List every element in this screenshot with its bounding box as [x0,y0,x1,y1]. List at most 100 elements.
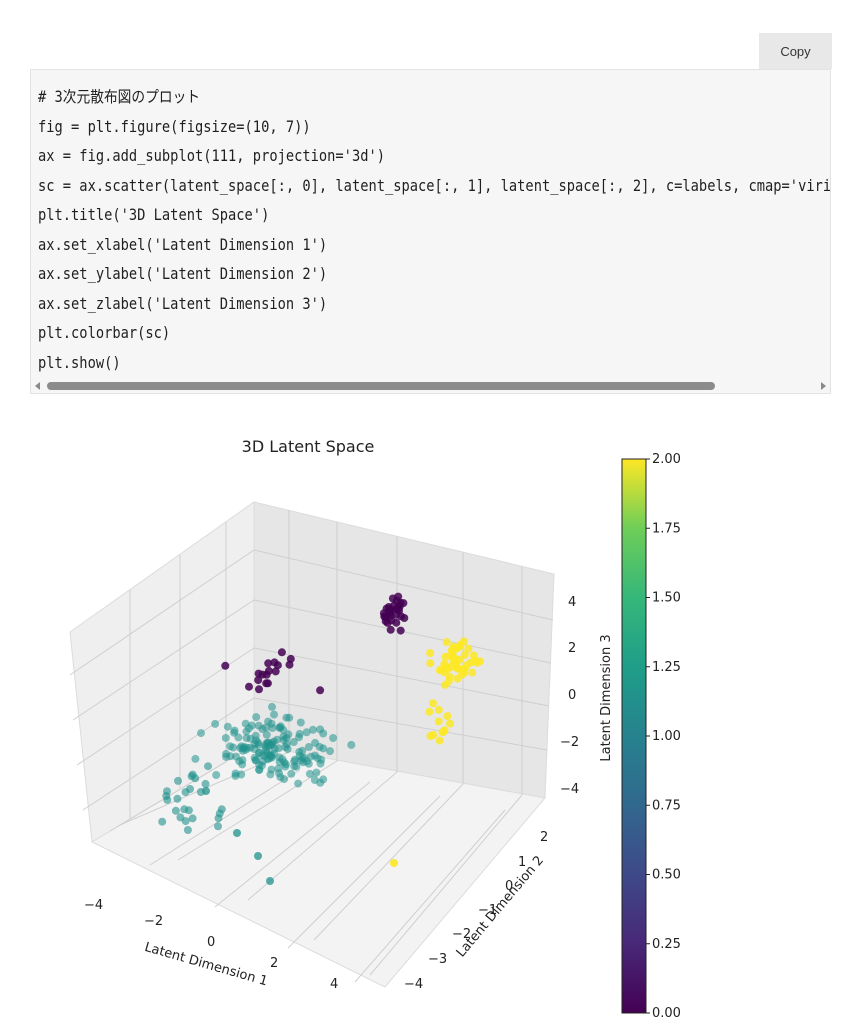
colorbar-gradient [621,458,647,1014]
scatter-point [279,726,288,735]
scatter-point [302,757,311,766]
colorbar-tick-label: 0.00 [652,1006,681,1020]
scatter-point [468,668,477,677]
scatter-point [188,814,197,823]
scatter-point [440,659,449,668]
scatter-point [304,743,313,751]
x-axis-label: Latent Dimension 1 [143,940,269,990]
code-line: ax.set_zlabel('Latent Dimension 3') [38,294,328,313]
scroll-left-icon[interactable] [35,382,40,390]
scatter-point [469,651,478,660]
x-tick-label: 0 [207,935,215,950]
code-lines: # 3次元散布図のプロット fig = plt.figure(figsize=(1… [38,83,831,378]
scatter-point [270,658,279,667]
scatter-point [435,736,444,745]
grid-line [354,809,506,983]
scatter-point [245,682,253,691]
colorbar-tick-label: 1.75 [652,521,681,536]
grid-line [369,794,523,976]
scatter-point [434,717,443,726]
x-tick-label: 4 [330,977,338,992]
colorbar-tick-label: 1.25 [652,660,681,675]
grid-line [214,781,371,908]
scatter-point [473,658,482,667]
scatter-point [258,670,267,679]
scatter-point [186,785,194,793]
scatter-point [380,612,389,621]
scatter-point [262,723,270,732]
scatter-point [201,779,210,788]
scatter-point [270,710,278,719]
scatter-point [236,744,245,753]
y-tick-label: −2 [452,927,471,942]
scatter-point [212,771,221,779]
scatter-point [254,676,263,685]
scatter-point [266,877,274,885]
scatter-point [267,752,276,760]
scatter-point [426,649,435,657]
scatter-point [426,659,435,668]
scatter-point [250,745,259,753]
scatter-point [326,747,334,756]
z-tick-label: 0 [568,688,576,703]
scatter-point [204,762,212,771]
code-line: ax = fig.add_subplot(111, projection='3d… [38,147,385,165]
scatter-point [275,758,284,766]
scatter-point [277,648,286,657]
scatter-point [390,859,398,867]
scatter-point [264,659,273,668]
horizontal-scrollbar[interactable] [31,379,830,393]
scatter-point [347,740,356,749]
code-line: sc = ax.scatter(latent_space[:, 0], late… [38,176,831,195]
scatter-point [262,739,271,748]
scatter-point [274,744,283,753]
scatter-point [392,610,401,619]
scatter-point [252,713,261,722]
scatter-point [317,755,326,764]
colorbar-tick-label: 0.75 [652,798,681,813]
scatter-point [273,735,282,744]
scatter-point [262,679,271,688]
scatter-point [298,746,307,755]
scatter-point [191,754,200,763]
scatter-point [251,756,260,765]
scatter-point [268,724,277,732]
grid-line [313,783,464,941]
scatter-point [434,705,443,714]
grid-line [253,647,550,707]
z-tick-label: −4 [560,782,579,797]
scroll-right-icon[interactable] [821,382,826,390]
scatter-point [251,731,260,740]
code-line: plt.title('3D Latent Space') [38,206,270,224]
copy-button[interactable]: Copy [759,33,832,69]
scrollbar-thumb[interactable] [47,382,715,390]
scatter-point [221,661,230,670]
scatter-point [455,655,464,664]
scatter-point [254,852,262,860]
scatter-point [435,666,444,675]
colorbar-tick-label: 0.50 [652,868,681,883]
y-tick-label: −4 [404,977,423,992]
scatter-point [222,749,231,758]
scatter-point [429,699,437,708]
scatter-point [460,650,469,659]
x-tick-label: 2 [270,956,278,971]
scatter-point [305,769,314,778]
scatter-point [315,742,324,751]
scatter-point [294,779,303,788]
scatter-point [440,726,449,735]
z-tick-label: 4 [568,595,576,610]
scatter-point [242,734,251,743]
scatter-point [441,680,450,689]
colorbar-tick-label: 2.00 [652,452,681,467]
scatter-point [316,686,325,695]
scatter-point [255,685,263,694]
scatter-point [221,734,230,742]
scatter-point [163,795,172,804]
chart-title: 3D Latent Space [242,437,375,456]
scatter-point [386,625,395,634]
scatter-point [382,604,391,613]
colorbar-tick-label: 1.00 [652,729,681,744]
colorbar-tick-label: 1.50 [652,591,681,606]
scatter-point [235,757,244,766]
